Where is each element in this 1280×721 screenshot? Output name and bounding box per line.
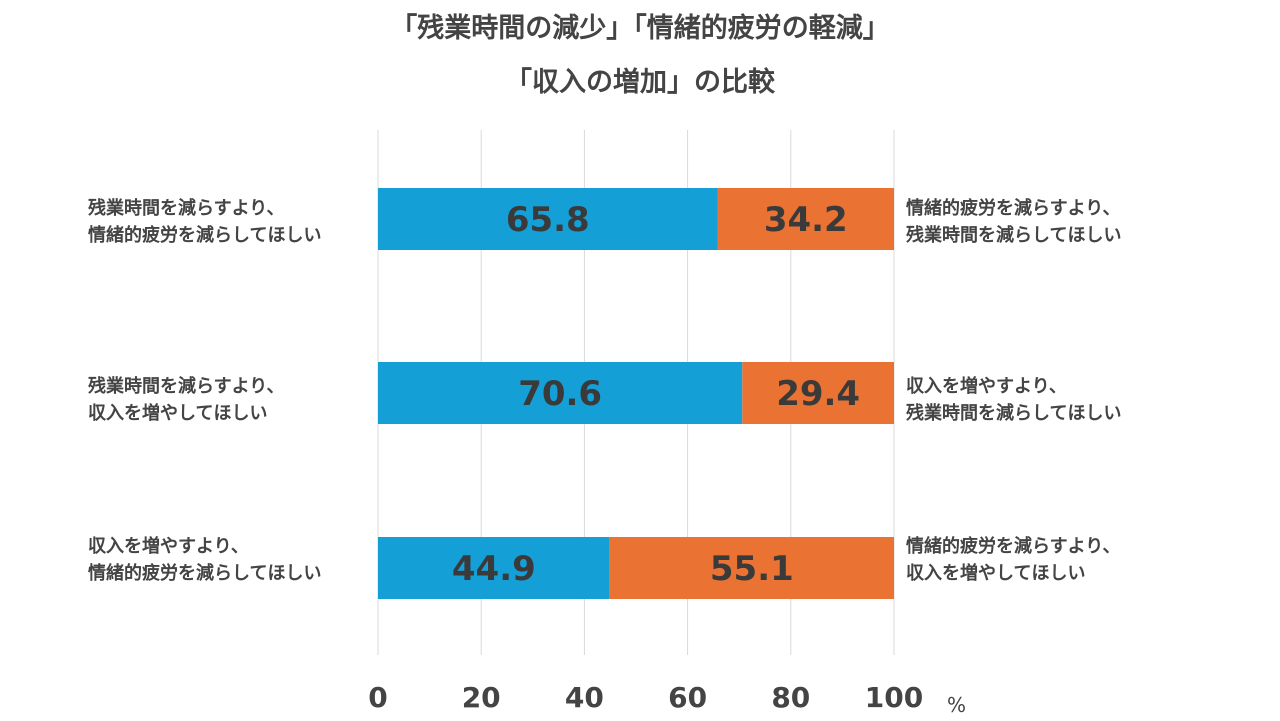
data-label-row2-series1: 70.6 [518,374,602,414]
bar-row2-series2 [742,362,894,424]
row1-left-label-line1: 残業時間を減らすより、 [88,198,285,219]
row1-left-label: 残業時間を減らすより、 情緒的疲労を減らしてほしい [88,195,321,249]
bar-row2-series1 [378,362,743,424]
x-tick-label-40: 40 [565,681,604,714]
row3-left-label: 収入を増やすより、 情緒的疲労を減らしてほしい [88,533,321,587]
x-tick-label-20: 20 [462,681,501,714]
row2-left-label-line2: 収入を増やしてほしい [88,403,268,424]
row1-right-label-line2: 残業時間を減らしてほしい [906,225,1122,246]
row3-right-label-line1: 情緒的疲労を減らすより、 [906,536,1121,557]
bar-row3-series2 [609,537,894,599]
chart-title-line2: 「収入の増加」の比較 [505,67,775,98]
data-label-row1-series2: 34.2 [764,200,848,240]
x-tick-label-100: 100 [865,681,923,714]
chart-title-line1: 「残業時間の減少」「情緒的疲労の軽減」 [390,13,890,44]
bar-row1-series1 [378,188,718,250]
row3-left-label-line2: 情緒的疲労を減らしてほしい [88,563,322,584]
unit-label: % [947,693,967,717]
row2-right-label-line1: 収入を増やすより、 [906,376,1067,397]
row1-left-label-line2: 情緒的疲労を減らしてほしい [88,225,322,246]
data-label-row3-series1: 44.9 [452,549,536,589]
row3-left-label-line1: 収入を増やすより、 [88,536,249,557]
x-tick-label-60: 60 [668,681,707,714]
row2-left-label-line1: 残業時間を減らすより、 [88,376,285,397]
row2-right-label-line2: 残業時間を減らしてほしい [906,403,1122,424]
row2-right-label: 収入を増やすより、 残業時間を減らしてほしい [906,373,1121,427]
x-tick-label-80: 80 [771,681,810,714]
x-tick-label-0: 0 [368,681,387,714]
data-label-row3-series2: 55.1 [710,549,794,589]
row3-right-label: 情緒的疲労を減らすより、 収入を増やしてほしい [906,533,1121,587]
row1-right-label: 情緒的疲労を減らすより、 残業時間を減らしてほしい [906,195,1121,249]
data-label-row2-series2: 29.4 [776,374,860,414]
bar-row1-series2 [717,188,894,250]
data-label-row1-series1: 65.8 [506,200,590,240]
row2-left-label: 残業時間を減らすより、 収入を増やしてほしい [88,373,285,427]
bar-row3-series1 [378,537,610,599]
row3-right-label-line2: 収入を増やしてほしい [906,563,1086,584]
row1-right-label-line1: 情緒的疲労を減らすより、 [906,198,1121,219]
